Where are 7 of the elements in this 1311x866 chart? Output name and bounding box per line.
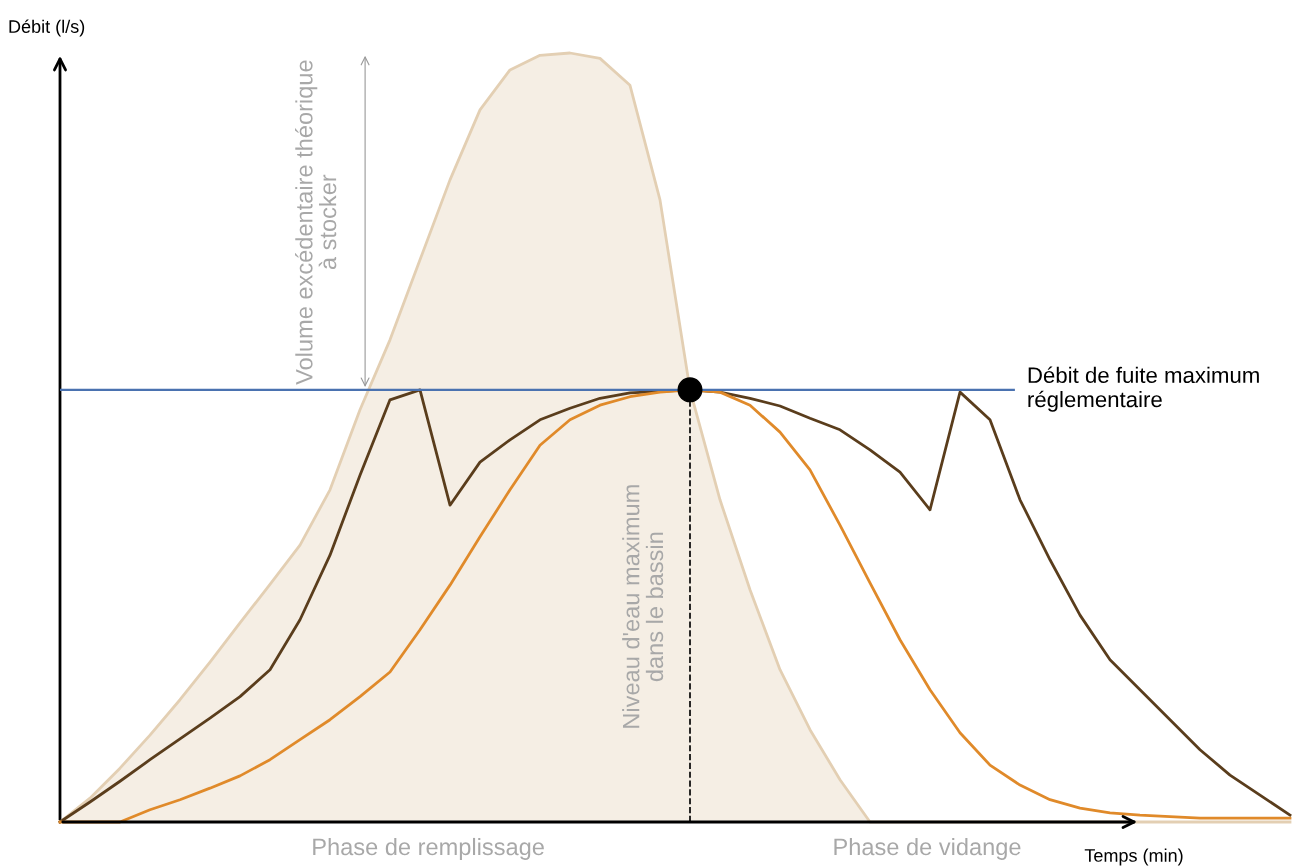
annotation: Niveau d'eau maximum dans le bassin xyxy=(622,485,664,728)
text: Phase de vidange xyxy=(834,837,1021,860)
x-axis-title: Temps (min) xyxy=(1084,848,1183,866)
ref-line-label: Débit de fuite maximum réglementaire xyxy=(1028,366,1259,412)
annotation: Volume excédentaire théorique à stocker xyxy=(295,60,337,385)
y-axis-title: Débit (l/s) xyxy=(9,19,85,37)
text: Phase de remplissage xyxy=(313,837,544,860)
